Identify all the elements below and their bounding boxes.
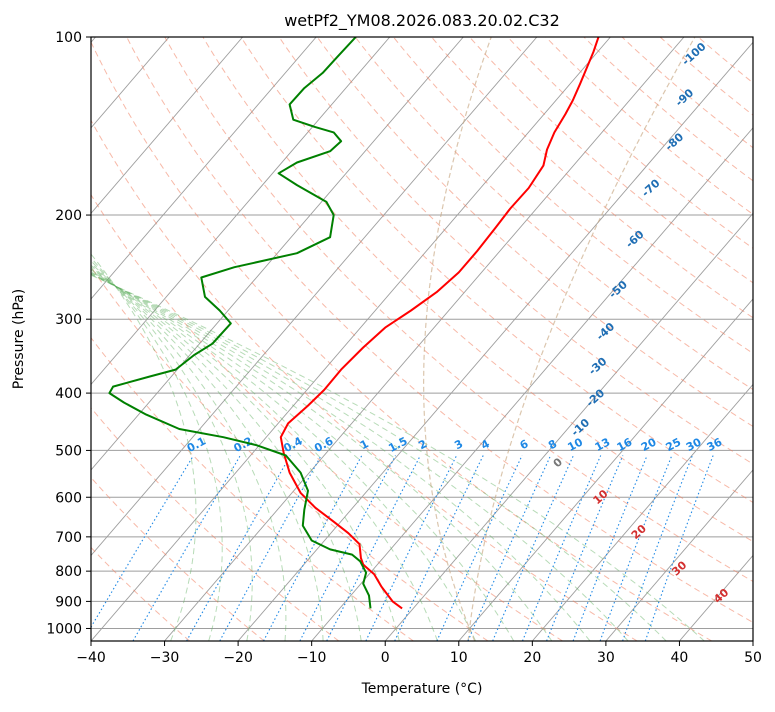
moist-adiabat <box>0 37 252 641</box>
mixing-ratio-label: 20 <box>639 435 659 454</box>
dry-adiabat-label: -100 <box>679 40 708 68</box>
x-tick-label: 20 <box>523 650 541 666</box>
dry-adiabat <box>0 37 413 641</box>
moist-adiabat <box>0 37 222 641</box>
dry-adiabat <box>0 37 264 641</box>
mixing-ratio-line <box>83 456 194 642</box>
mixing-ratio-label: 13 <box>593 435 613 454</box>
dry-adiabat <box>393 37 775 641</box>
isotherm-line <box>385 37 775 641</box>
x-axis-label: Temperature (°C) <box>361 681 483 697</box>
dry-adiabat-label: -40 <box>594 320 618 343</box>
x-tick-label: 10 <box>450 650 468 666</box>
dry-adiabat <box>89 37 712 641</box>
y-tick-label: 1000 <box>46 621 82 637</box>
moist-adiabat <box>0 37 590 641</box>
dry-adiabat <box>0 37 488 641</box>
mixing-ratio-line <box>133 456 240 642</box>
y-tick-label: 700 <box>55 530 82 546</box>
y-tick-label: 100 <box>55 30 82 46</box>
dry-adiabat-label: -60 <box>623 228 647 251</box>
y-tick-label: 500 <box>55 443 82 459</box>
dry-adiabat-label: -50 <box>606 278 630 301</box>
y-tick-label: 600 <box>55 490 82 506</box>
x-tick-label: 0 <box>381 650 390 666</box>
mixing-ratio-line <box>187 456 291 642</box>
chart-title: wetPf2_YM08.2026.083.20.02.C32 <box>284 11 560 31</box>
isotherm-line <box>91 37 610 641</box>
isotherm-line <box>606 37 775 641</box>
mixing-ratio-label: 25 <box>664 435 684 454</box>
x-tick-label: 30 <box>597 650 615 666</box>
x-tick-label: −10 <box>297 650 327 666</box>
dry-adiabat-label: -80 <box>663 130 687 153</box>
dry-adiabat <box>698 37 775 641</box>
y-axis-label: Pressure (hPa) <box>11 289 27 389</box>
dewpoint-profile <box>109 37 370 608</box>
x-tick-label: 50 <box>744 650 762 666</box>
y-tick-label: 400 <box>55 386 82 402</box>
dry-adiabat <box>203 37 775 641</box>
moist-adiabat <box>0 37 399 641</box>
mixing-ratio-label: 36 <box>705 435 725 454</box>
moist-adiabat <box>0 37 323 641</box>
mixing-ratio-label: 16 <box>615 435 635 454</box>
isotherm-line <box>0 37 243 641</box>
dry-adiabat-label: -90 <box>673 86 697 109</box>
mixing-ratio-line <box>600 456 672 642</box>
moist-adiabat <box>0 37 196 641</box>
reference-curve <box>468 37 695 641</box>
dry-adiabat-label: 40 <box>711 586 731 606</box>
mixing-ratio-line <box>547 456 623 642</box>
isotherm-line <box>0 37 463 641</box>
mixing-ratio-line <box>300 456 396 642</box>
dry-adiabat-label: 10 <box>591 487 611 507</box>
dry-adiabat <box>546 37 775 641</box>
dry-adiabat <box>470 37 775 641</box>
isotherm-line <box>753 37 775 641</box>
x-tick-label: −20 <box>223 650 253 666</box>
mixing-ratio-line <box>623 456 693 642</box>
moist-adiabat <box>0 37 514 641</box>
isotherm-line <box>0 37 316 641</box>
isotherm-line <box>312 37 775 641</box>
dry-adiabat <box>51 37 638 641</box>
y-tick-label: 900 <box>55 594 82 610</box>
y-tick-label: 300 <box>55 312 82 328</box>
mixing-ratio-label: 1.5 <box>386 434 409 455</box>
mixing-ratio-label: 0.1 <box>185 434 208 455</box>
mixing-ratio-line <box>523 456 601 642</box>
dry-adiabat-label: -30 <box>586 355 610 378</box>
dry-adiabat-label: 30 <box>669 558 689 578</box>
reference-curve <box>424 37 492 641</box>
isotherm-line <box>532 37 775 641</box>
dry-adiabat-label: -70 <box>639 176 663 199</box>
dry-adiabat-label: 0 <box>551 455 566 470</box>
y-tick-label: 200 <box>55 208 82 224</box>
mixing-ratio-label: 30 <box>684 435 704 454</box>
x-tick-label: −30 <box>150 650 180 666</box>
x-tick-label: −40 <box>76 650 106 666</box>
moist-adiabat <box>0 37 552 641</box>
x-tick-label: 40 <box>671 650 689 666</box>
dry-adiabat <box>241 37 775 641</box>
y-tick-label: 800 <box>55 564 82 580</box>
mixing-ratio-line <box>437 456 522 642</box>
mixing-ratio-label: 0.6 <box>312 434 336 455</box>
plot-frame <box>91 37 753 641</box>
